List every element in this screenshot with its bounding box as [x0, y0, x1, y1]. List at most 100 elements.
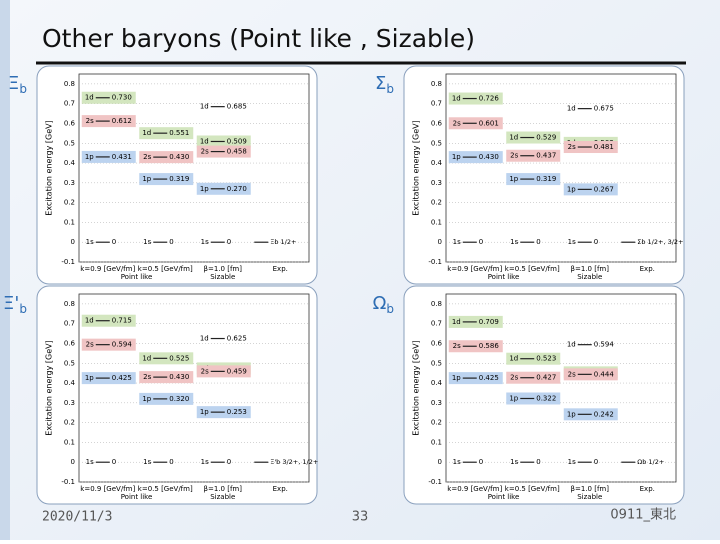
exp-label: Ωb 1/2+	[637, 458, 664, 466]
y-tick-label: -0.1	[61, 258, 75, 266]
y-tick-label: 0.2	[431, 199, 442, 207]
level-state: 1p	[509, 394, 518, 402]
panel-label-base: Ω	[373, 293, 387, 314]
panel-label-sub: b	[19, 82, 27, 96]
column-label: k=0.5 [GeV/fm]	[138, 265, 193, 273]
panel-label-base: Ξ	[8, 73, 19, 94]
y-tick-label: 0.5	[64, 359, 75, 367]
y-tick-label: 0.8	[64, 80, 75, 88]
side-band	[0, 0, 10, 540]
y-tick-label: 0.4	[64, 379, 76, 387]
level-state: 2s	[510, 152, 518, 160]
level-value: 0	[227, 238, 231, 246]
level-state: 1d	[567, 105, 576, 113]
level-state: 1d	[142, 129, 151, 137]
level-state: 2s	[143, 373, 151, 381]
level-state: 1s	[86, 458, 94, 466]
level-state: 1p	[142, 395, 151, 403]
level-panel: Ωb Excitation energy [GeV] -0.1 0 0.1 0.2 0.3 0…	[373, 285, 685, 505]
y-tick-label: 0.7	[431, 100, 442, 108]
level-value: 0.594	[112, 341, 133, 349]
level-value: 0.459	[227, 367, 247, 375]
level-state: 1p	[142, 175, 151, 183]
level-value: 0.730	[112, 94, 132, 102]
y-tick-label: 0.3	[431, 179, 442, 187]
level-state: 2s	[453, 342, 461, 350]
y-tick-label: 0.7	[64, 320, 75, 328]
y-axis-label: Excitation energy [GeV]	[45, 340, 54, 435]
level-value: 0.427	[536, 374, 556, 382]
y-axis-label: Excitation energy [GeV]	[412, 340, 421, 435]
y-axis-label: Excitation energy [GeV]	[412, 120, 421, 215]
y-tick-label: 0.5	[64, 139, 75, 147]
level-state: 1s	[510, 458, 518, 466]
level-state: 1d	[85, 94, 94, 102]
level-value: 0.270	[227, 185, 247, 193]
y-tick-label: 0.4	[431, 379, 443, 387]
panel-label-sub: b	[386, 82, 394, 96]
y-tick-label: -0.1	[61, 478, 75, 486]
level-state: 1d	[200, 335, 209, 343]
level-state: 2s	[201, 367, 209, 375]
level-state: 1d	[452, 318, 461, 326]
level-value: 0.253	[227, 408, 247, 416]
y-tick-label: 0.6	[64, 119, 76, 127]
y-tick-label: 0.3	[431, 399, 442, 407]
column-label: Exp.	[273, 265, 288, 273]
exp-label: Σb 1/2+, 3/2+	[637, 238, 683, 246]
level-value: 0.430	[169, 153, 189, 161]
y-tick-label: 0.2	[64, 199, 75, 207]
footer-page: 33	[352, 510, 369, 525]
exp-label: Ξ'b 3/2+, 1/2+	[270, 458, 318, 466]
level-value: 0	[594, 238, 598, 246]
level-value: 0.612	[112, 117, 132, 125]
level-state: 2s	[201, 148, 209, 156]
panel-label: Ξ'b	[3, 293, 27, 316]
y-tick-label: 0.1	[431, 218, 442, 226]
level-panel: Ξ'b Excitation energy [GeV] -0.1 0 0.1 0.2 0.3…	[3, 285, 318, 505]
level-value: 0.430	[169, 373, 189, 381]
panel-label-sub: b	[386, 302, 394, 316]
y-tick-label: 0.1	[64, 218, 75, 226]
level-state: 1s	[568, 238, 576, 246]
level-value: 0.525	[169, 354, 189, 362]
level-state: 1d	[85, 317, 94, 325]
level-value: 0	[536, 238, 540, 246]
y-axis-label: Excitation energy [GeV]	[45, 120, 54, 215]
column-label: β=1.0 [fm]	[204, 265, 243, 273]
level-state: 1p	[509, 175, 518, 183]
level-value: 0.437	[536, 152, 556, 160]
column-label: k=0.9 [GeV/fm]	[80, 265, 135, 273]
y-tick-label: 0.5	[431, 139, 442, 147]
level-panel: Ξb Excitation energy [GeV] -0.1 0 0.1 0.2 0.3 0…	[8, 65, 318, 285]
level-state: 1p	[567, 185, 576, 193]
level-value: 0.685	[227, 103, 247, 111]
exp-label: Ξb 1/2+	[270, 238, 296, 246]
y-tick-label: 0.8	[431, 300, 442, 308]
y-tick-label: 0.6	[431, 339, 443, 347]
group-label: Sizable	[210, 273, 235, 281]
level-value: 0.601	[479, 119, 499, 127]
level-state: 2s	[568, 143, 576, 151]
group-label: Point like	[121, 493, 153, 501]
column-label: Exp.	[640, 265, 655, 273]
level-state: 1s	[201, 458, 209, 466]
level-value: 0	[479, 458, 483, 466]
y-tick-label: 0.8	[64, 300, 75, 308]
y-tick-label: 0.3	[64, 399, 75, 407]
level-value: 0	[594, 458, 598, 466]
level-value: 0.458	[227, 148, 247, 156]
column-label: β=1.0 [fm]	[571, 265, 610, 273]
level-state: 2s	[86, 117, 94, 125]
footer-date: 2020/11/3	[42, 510, 112, 525]
level-state: 1d	[200, 137, 209, 145]
level-value: 0.431	[112, 153, 132, 161]
column-label: k=0.5 [GeV/fm]	[138, 485, 193, 493]
level-state: 1d	[142, 354, 151, 362]
level-state: 2s	[143, 153, 151, 161]
y-tick-label: 0.6	[64, 339, 76, 347]
level-state: 1d	[452, 95, 461, 103]
level-state: 2s	[510, 374, 518, 382]
level-state: 1s	[143, 238, 151, 246]
column-label: k=0.9 [GeV/fm]	[80, 485, 135, 493]
